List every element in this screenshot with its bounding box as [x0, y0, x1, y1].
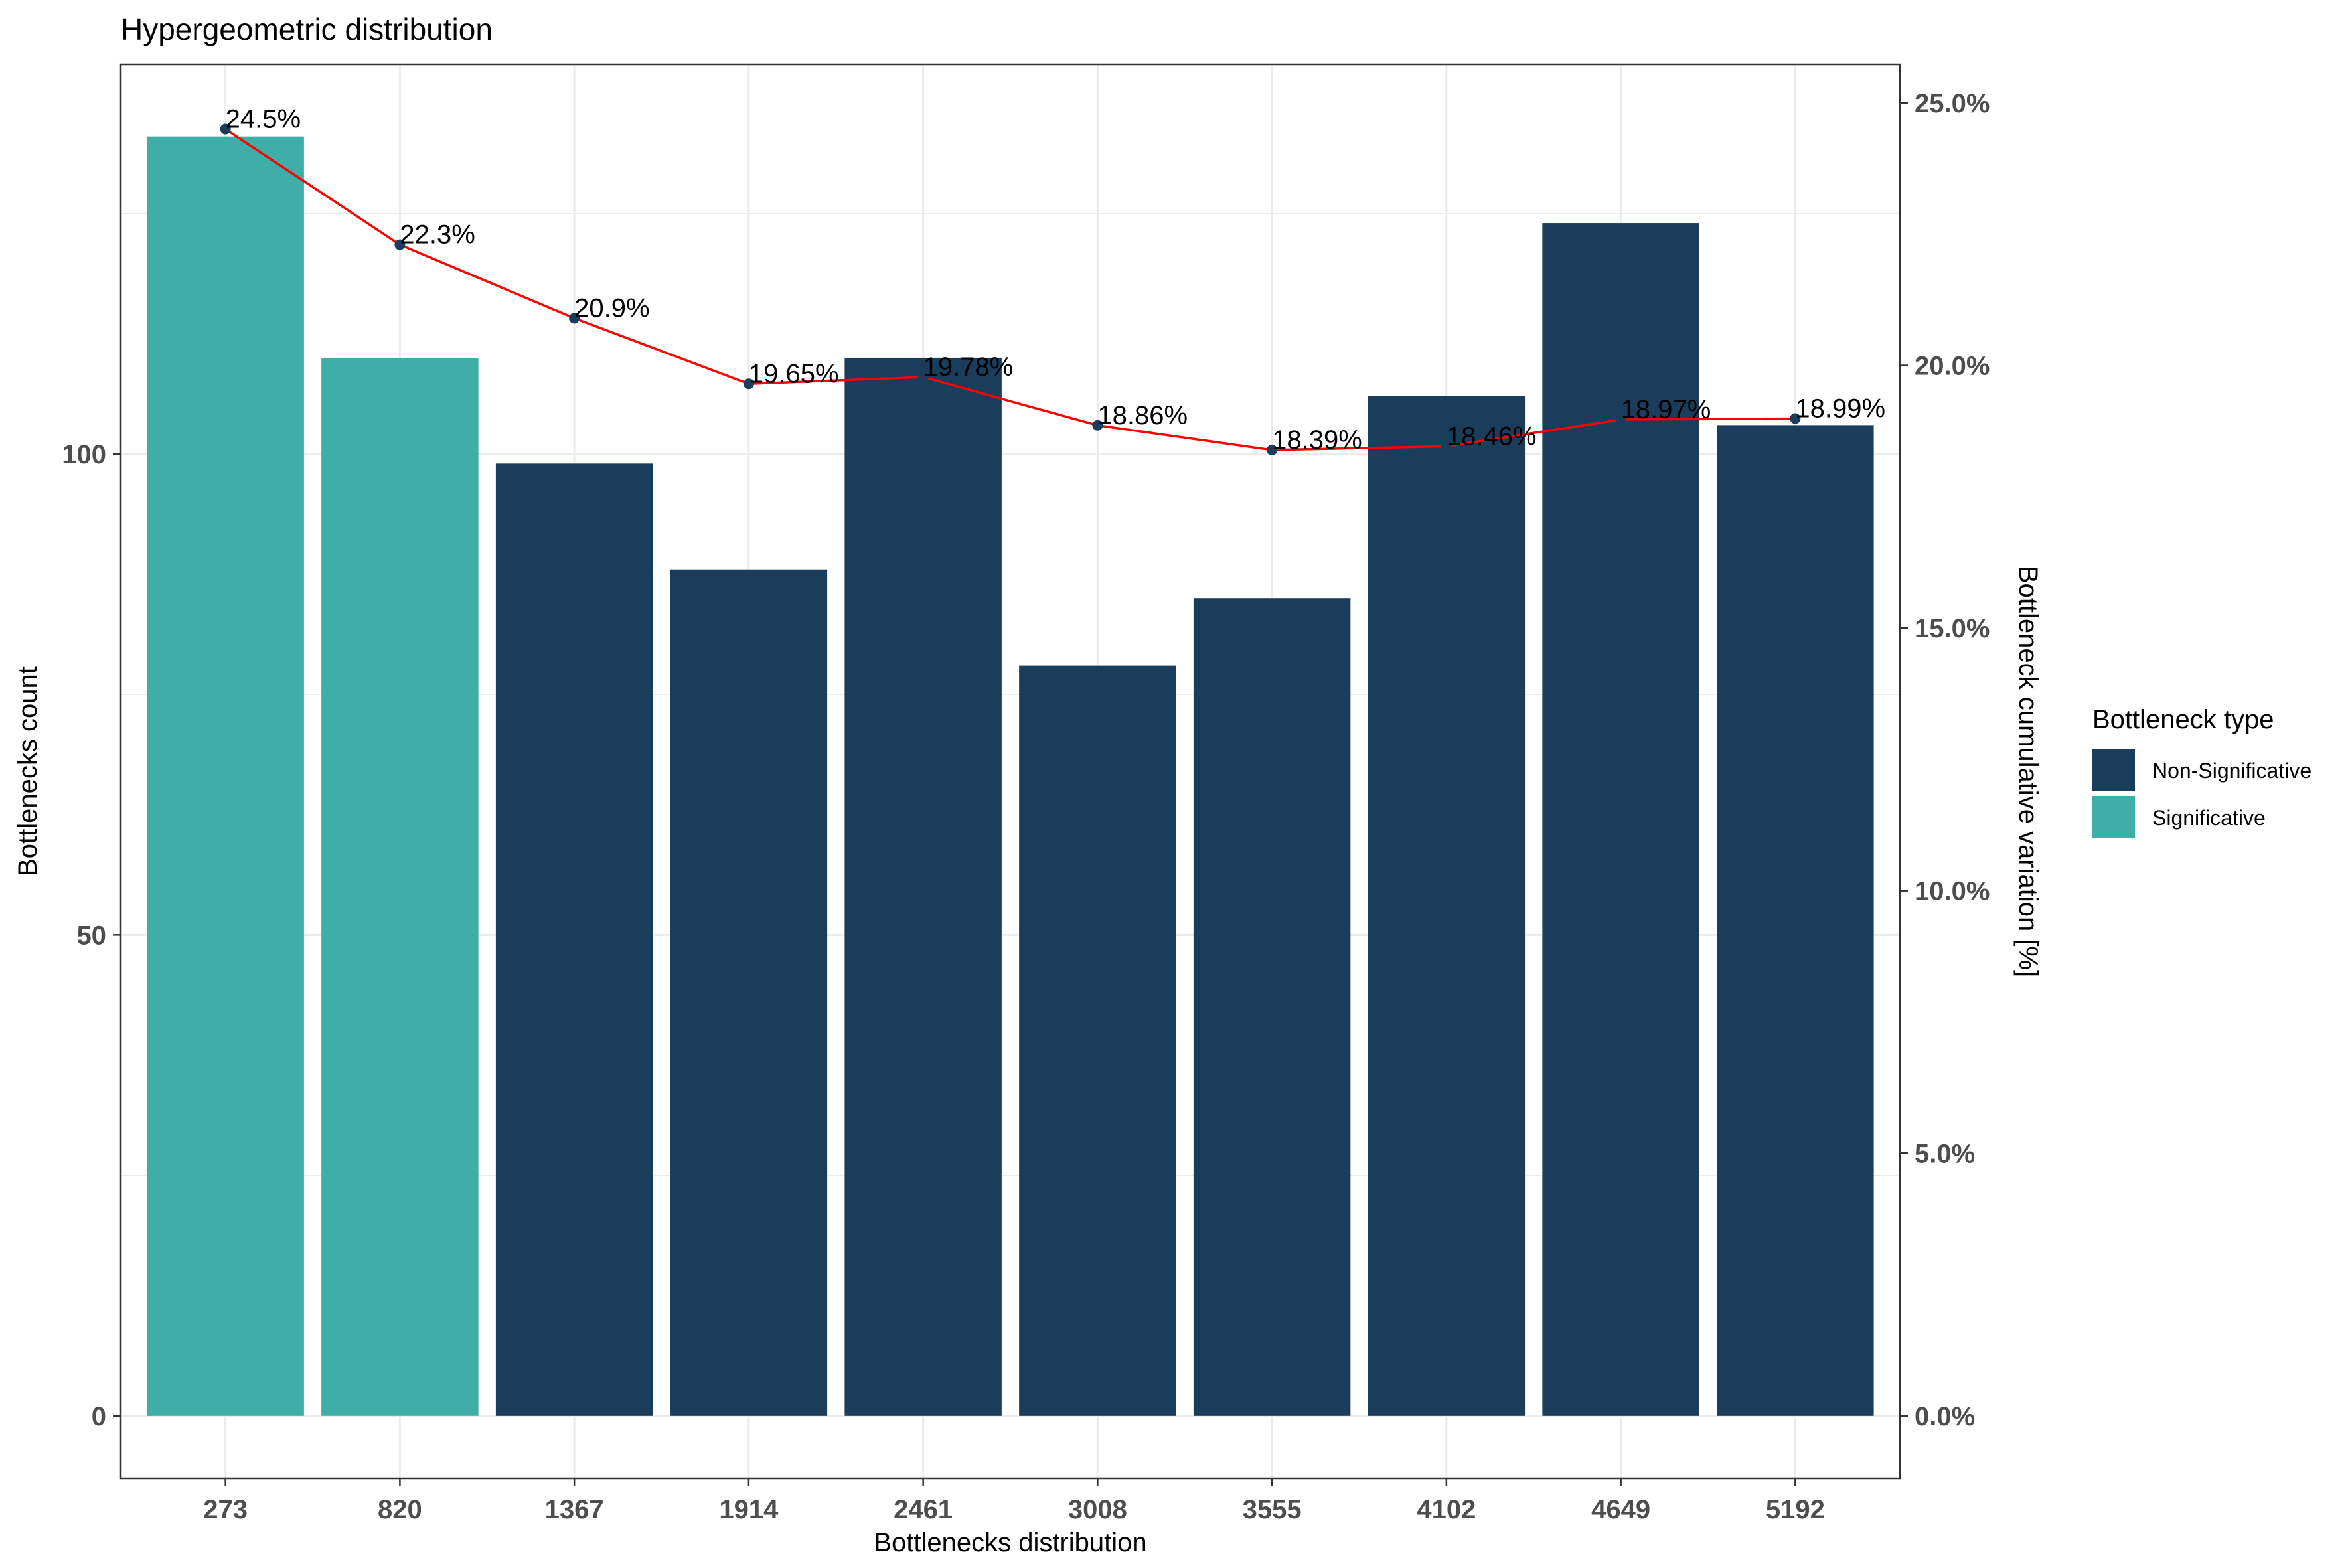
legend-label-significative: Significative [2152, 806, 2266, 830]
line-point-2461 [917, 371, 929, 382]
data-label: 18.46% [1447, 422, 1537, 451]
line-point-820 [394, 239, 406, 250]
data-labels: 24.5% 22.3% 20.9% 19.65% 19.78% 18.86% 18.39% 1… [226, 105, 1885, 455]
legend-key-non-significative [2092, 749, 2135, 791]
x-tick-label: 820 [378, 1495, 422, 1524]
x-tick-label: 273 [203, 1495, 248, 1524]
x-axis: 273 820 1367 1914 2461 3008 3555 4102 4649 5192 [203, 1478, 1825, 1524]
line-point-5192 [1790, 413, 1801, 424]
y-tick-label: 0 [92, 1402, 106, 1431]
bar-273 [147, 136, 304, 1416]
legend-key-significative [2092, 796, 2135, 838]
y2-axis-title: Bottleneck cumulative variation [%] [2013, 566, 2043, 977]
x-tick-label: 5192 [1766, 1495, 1825, 1524]
line-point-3008 [1092, 420, 1103, 431]
y2-tick-label: 25.0% [1915, 89, 1990, 118]
bar-5192 [1717, 425, 1874, 1416]
data-label: 18.97% [1621, 395, 1711, 424]
y2-tick-label: 5.0% [1915, 1139, 1975, 1168]
x-tick-label: 4102 [1417, 1495, 1476, 1524]
x-axis-title: Bottlenecks distribution [874, 1528, 1146, 1557]
legend-label-non-significative: Non-Significative [2152, 759, 2312, 783]
y-tick-label: 100 [62, 440, 106, 469]
x-tick-label: 4649 [1591, 1495, 1650, 1524]
line-point-4649 [1615, 414, 1626, 426]
data-label: 18.39% [1272, 426, 1362, 455]
legend-title: Bottleneck type [2092, 705, 2274, 734]
data-label: 18.86% [1097, 401, 1188, 430]
y-tick-label: 50 [77, 921, 107, 950]
cumulative-line-path [224, 128, 1796, 451]
x-tick-label: 1914 [719, 1495, 779, 1524]
y-axis-left: 0 50 100 [62, 440, 121, 1431]
legend: Bottleneck type Non-Significative Signif… [2092, 705, 2312, 838]
chart-title: Hypergeometric distribution [121, 12, 493, 46]
y-axis-right: 0.0% 5.0% 10.0% 15.0% 20.0% 25.0% [1900, 89, 1990, 1431]
line-point-4102 [1441, 441, 1452, 452]
bar-3555 [1193, 598, 1351, 1416]
y2-tick-label: 15.0% [1915, 614, 1990, 643]
bars [147, 136, 1874, 1416]
bar-820 [321, 357, 479, 1416]
y2-tick-label: 20.0% [1915, 352, 1990, 381]
line-point-1367 [569, 313, 580, 324]
x-tick-label: 3008 [1068, 1495, 1127, 1524]
x-tick-label: 2461 [894, 1495, 953, 1524]
bar-2461 [844, 357, 1002, 1416]
bar-1367 [495, 463, 653, 1416]
y-axis-title: Bottlenecks count [13, 666, 42, 876]
bar-1914 [670, 569, 828, 1416]
x-tick-label: 1367 [545, 1495, 604, 1524]
x-tick-label: 3555 [1243, 1495, 1302, 1524]
plot-panel-border [119, 63, 1901, 1480]
data-label: 24.5% [226, 105, 301, 134]
data-label: 20.9% [574, 293, 649, 323]
line-point-3555 [1267, 444, 1278, 455]
line-point-273 [220, 123, 231, 135]
data-label: 19.65% [749, 359, 839, 388]
bar-4102 [1368, 396, 1526, 1416]
cumulative-line [220, 123, 1801, 455]
y2-tick-label: 10.0% [1915, 877, 1990, 906]
data-label: 19.78% [923, 353, 1014, 382]
data-label: 22.3% [400, 220, 475, 250]
line-point-1914 [743, 378, 754, 390]
y2-tick-label: 0.0% [1915, 1402, 1975, 1431]
bar-3008 [1019, 665, 1176, 1416]
data-label: 18.99% [1795, 394, 1885, 423]
